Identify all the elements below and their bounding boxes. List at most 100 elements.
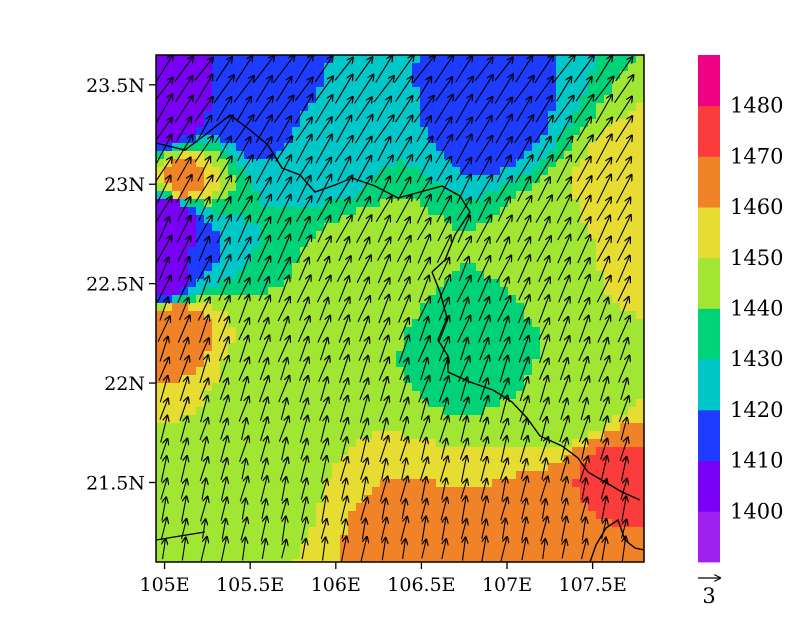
field-cell bbox=[212, 367, 221, 376]
field-cell bbox=[612, 479, 621, 488]
field-cell bbox=[596, 263, 605, 272]
wind-vector bbox=[156, 276, 171, 303]
wind-vector bbox=[258, 376, 269, 403]
field-cell bbox=[188, 471, 197, 480]
field-cell bbox=[412, 471, 421, 480]
field-cell bbox=[220, 231, 229, 240]
field-cell bbox=[388, 551, 397, 560]
field-cell bbox=[468, 167, 477, 176]
field-cell bbox=[292, 231, 301, 240]
field-cell bbox=[556, 327, 565, 336]
field-cell bbox=[228, 535, 237, 544]
field-cell bbox=[492, 55, 501, 64]
field-cell bbox=[428, 487, 437, 496]
field-cell bbox=[156, 271, 165, 280]
field-cell bbox=[204, 87, 213, 96]
field-cell bbox=[460, 287, 469, 296]
field-cell bbox=[172, 223, 181, 232]
field-cell bbox=[364, 103, 373, 112]
field-cell bbox=[500, 63, 509, 72]
field-cell bbox=[364, 63, 373, 72]
field-cell bbox=[220, 175, 229, 184]
field-cell bbox=[524, 103, 533, 112]
field-cell bbox=[468, 319, 477, 328]
field-cell bbox=[404, 407, 413, 416]
wind-vector bbox=[519, 436, 528, 463]
field-cell bbox=[268, 199, 277, 208]
field-cell bbox=[628, 367, 637, 376]
field-cell bbox=[492, 271, 501, 280]
field-cell bbox=[596, 311, 605, 320]
field-cell bbox=[396, 231, 405, 240]
field-cell bbox=[348, 335, 357, 344]
wind-vector bbox=[214, 115, 233, 144]
field-cell bbox=[372, 215, 381, 224]
field-cell bbox=[532, 399, 541, 408]
field-cell bbox=[204, 247, 213, 256]
wind-vector bbox=[356, 255, 371, 283]
field-cell bbox=[276, 127, 285, 136]
field-cell bbox=[492, 87, 501, 96]
field-cell bbox=[508, 271, 517, 280]
field-cell bbox=[428, 447, 437, 456]
field-cell bbox=[164, 295, 173, 304]
wind-vector bbox=[580, 539, 587, 560]
field-cell bbox=[380, 159, 389, 168]
field-cell bbox=[340, 511, 349, 520]
wind-vector bbox=[537, 177, 550, 202]
wind-vector bbox=[238, 295, 249, 324]
wind-vector bbox=[277, 235, 290, 264]
wind-vector bbox=[253, 56, 274, 83]
field-cell bbox=[636, 135, 644, 144]
field-cell bbox=[404, 239, 413, 248]
field-cell bbox=[572, 463, 581, 472]
field-cell bbox=[452, 479, 461, 488]
field-cell bbox=[484, 391, 493, 400]
field-cell bbox=[404, 87, 413, 96]
field-cell bbox=[332, 215, 341, 224]
field-cell bbox=[508, 231, 517, 240]
wind-vector bbox=[216, 137, 231, 162]
field-cell bbox=[412, 423, 421, 432]
field-cell bbox=[604, 207, 613, 216]
field-cell bbox=[228, 207, 237, 216]
wind-vector bbox=[357, 296, 370, 323]
field-cell bbox=[348, 223, 357, 232]
field-cell bbox=[164, 391, 173, 400]
field-cell bbox=[636, 431, 644, 440]
field-cell bbox=[300, 559, 309, 562]
field-cell bbox=[196, 111, 205, 120]
field-cell bbox=[196, 167, 205, 176]
field-cell bbox=[388, 439, 397, 448]
field-cell bbox=[308, 431, 317, 440]
field-cell bbox=[492, 79, 501, 88]
field-cell bbox=[356, 439, 365, 448]
field-cell bbox=[340, 175, 349, 184]
field-cell bbox=[316, 303, 325, 312]
field-cell bbox=[588, 151, 597, 160]
field-cell bbox=[588, 399, 597, 408]
wind-vector bbox=[320, 377, 328, 401]
wind-vector bbox=[257, 217, 271, 241]
field-cell bbox=[428, 175, 437, 184]
field-cell bbox=[420, 183, 429, 192]
wind-vector bbox=[540, 517, 548, 542]
field-cell bbox=[236, 351, 245, 360]
field-cell bbox=[228, 63, 237, 72]
field-cell bbox=[588, 199, 597, 208]
wind-vector bbox=[439, 357, 448, 382]
field-cell bbox=[316, 223, 325, 232]
field-cell bbox=[484, 543, 493, 552]
field-cell bbox=[276, 391, 285, 400]
field-cell bbox=[476, 487, 485, 496]
wind-vector bbox=[539, 335, 549, 364]
field-cell bbox=[204, 407, 213, 416]
field-cell bbox=[172, 71, 181, 80]
field-cell bbox=[180, 111, 189, 120]
field-cell bbox=[428, 247, 437, 256]
field-cell bbox=[500, 263, 509, 272]
field-cell bbox=[180, 367, 189, 376]
field-cell bbox=[484, 511, 493, 520]
field-cell bbox=[412, 239, 421, 248]
field-cell bbox=[508, 511, 517, 520]
